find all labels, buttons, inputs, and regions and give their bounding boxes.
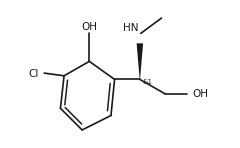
Polygon shape [137,43,143,79]
Text: &1: &1 [143,78,153,85]
Text: Cl: Cl [28,69,39,79]
Text: OH: OH [81,22,97,33]
Text: HN: HN [123,23,138,33]
Text: OH: OH [192,89,208,99]
